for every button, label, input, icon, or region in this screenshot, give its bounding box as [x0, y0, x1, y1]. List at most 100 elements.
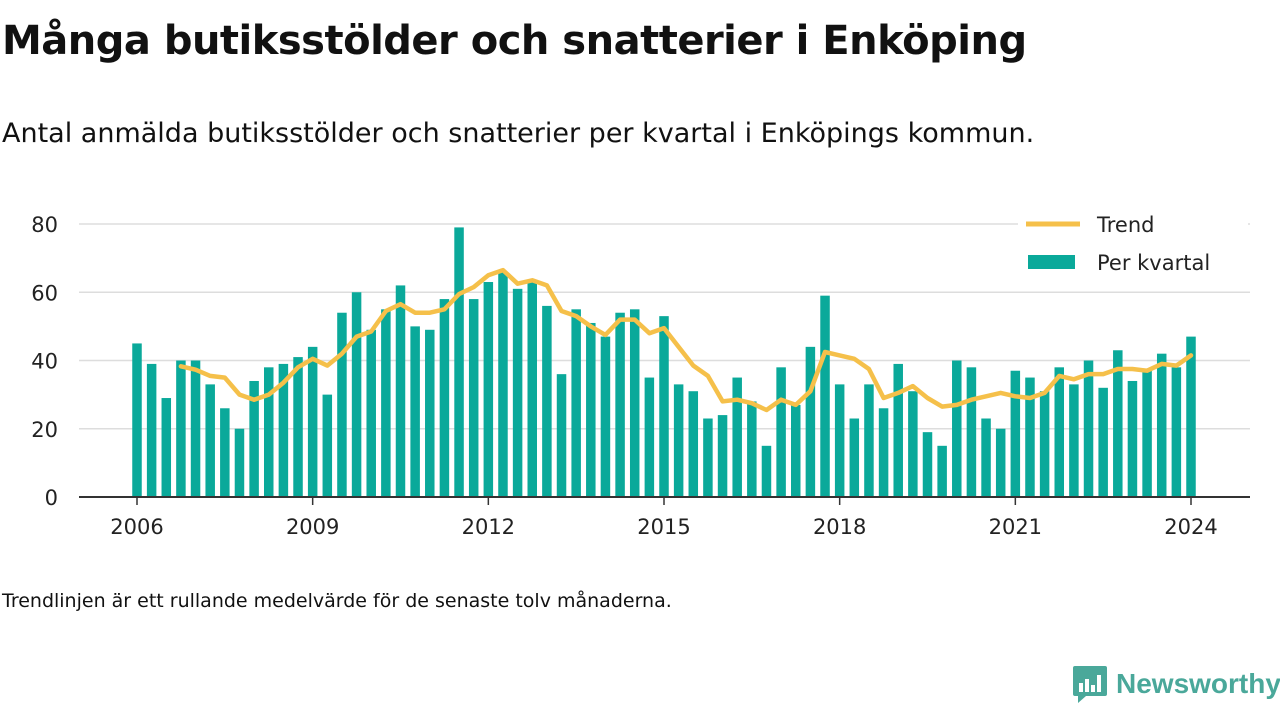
bar-chart-speech-bubble-icon — [1073, 666, 1107, 703]
bar — [659, 316, 669, 497]
bar — [322, 394, 333, 497]
bar — [791, 404, 801, 497]
trend-line — [178, 267, 1194, 413]
bar — [1171, 367, 1182, 497]
chart-title: Många butiksstölder och snatterier i Enk… — [2, 18, 1027, 64]
y-tick-label: 60 — [31, 281, 58, 305]
bar — [908, 391, 918, 497]
bar — [732, 377, 742, 497]
bar — [425, 329, 435, 497]
bar — [220, 408, 230, 497]
bar — [556, 374, 567, 497]
bar — [395, 285, 406, 497]
bar — [1039, 391, 1050, 497]
bar — [1127, 380, 1138, 497]
legend-bar-label: Per kvartal — [1097, 251, 1210, 275]
bar-line-chart: 0 20 40 60 80 2006 2009 2012 2015 2018 2021 2024 Tr… — [31, 206, 1250, 539]
bar — [629, 309, 640, 497]
newsworthy-logo: Newsworthy — [1072, 664, 1280, 704]
bar — [966, 367, 977, 497]
bar — [571, 309, 581, 497]
axes: 0 20 40 60 80 2006 2009 2012 2015 2018 2021 2024 — [31, 213, 1250, 539]
bar — [132, 343, 142, 497]
bar — [615, 312, 625, 497]
x-tick-label: 2012 — [462, 515, 515, 539]
bar — [1010, 370, 1021, 497]
bar — [1156, 353, 1167, 497]
bar — [981, 418, 991, 497]
bar — [922, 432, 933, 497]
bar — [937, 445, 947, 497]
brand-name: Newsworthy — [1116, 668, 1280, 699]
bar — [834, 384, 845, 497]
footnote: Trendlinjen är ett rullande medelvärde f… — [2, 590, 672, 612]
bar-series — [132, 227, 1196, 497]
bar — [278, 363, 289, 497]
bar — [893, 363, 903, 497]
legend-bar-swatch — [1028, 255, 1075, 269]
bar — [366, 329, 376, 497]
bar — [878, 408, 889, 497]
bar — [190, 360, 201, 497]
x-tick-label: 2021 — [989, 515, 1042, 539]
bar — [410, 326, 420, 497]
bar — [805, 346, 816, 497]
bar — [776, 367, 786, 497]
bar — [454, 227, 464, 497]
bar — [351, 292, 362, 497]
bar — [1142, 370, 1152, 497]
bar — [995, 428, 1006, 497]
bar — [264, 367, 274, 497]
bar — [498, 271, 508, 497]
legend: Trend Per kvartal — [1018, 206, 1248, 286]
x-tick-label: 2015 — [637, 515, 690, 539]
bar — [542, 305, 552, 497]
bar — [1098, 387, 1108, 497]
bar — [146, 363, 157, 497]
x-tick-label: 2024 — [1164, 515, 1217, 539]
bar — [337, 312, 347, 497]
bar — [688, 391, 699, 497]
bar — [483, 282, 494, 497]
y-tick-label: 80 — [31, 213, 58, 237]
bar — [381, 309, 391, 497]
bar — [307, 346, 318, 497]
x-tick-label: 2009 — [286, 515, 339, 539]
bar — [717, 415, 728, 497]
bar — [761, 445, 772, 497]
bar — [234, 428, 245, 497]
bar — [820, 295, 830, 497]
bar — [747, 401, 757, 497]
bar — [468, 299, 479, 497]
bar — [1069, 384, 1079, 497]
bar — [205, 384, 215, 497]
y-tick-label: 40 — [31, 350, 58, 374]
bar — [1083, 360, 1094, 497]
legend-trend-label: Trend — [1096, 213, 1154, 237]
bar — [600, 336, 611, 497]
bar — [293, 357, 303, 497]
bar — [673, 384, 684, 497]
bar — [161, 398, 172, 497]
trend-series — [178, 267, 1194, 413]
legend-background — [1018, 206, 1248, 286]
bar — [1025, 377, 1035, 497]
bar — [586, 322, 596, 497]
bar — [849, 418, 860, 497]
bar — [439, 299, 450, 497]
bar — [644, 377, 655, 497]
chart-subtitle: Antal anmälda butiksstölder och snatteri… — [2, 118, 1035, 149]
x-tick-label: 2006 — [110, 515, 163, 539]
bar — [1113, 350, 1123, 497]
bar — [527, 282, 537, 497]
bar — [1054, 367, 1064, 497]
bar — [703, 418, 713, 497]
y-tick-label: 0 — [45, 486, 58, 510]
bar — [249, 380, 259, 497]
bar — [1186, 336, 1196, 497]
y-tick-label: 20 — [31, 418, 58, 442]
bar — [512, 288, 523, 497]
bar — [952, 360, 962, 497]
bar — [176, 360, 186, 497]
bar — [864, 384, 874, 497]
